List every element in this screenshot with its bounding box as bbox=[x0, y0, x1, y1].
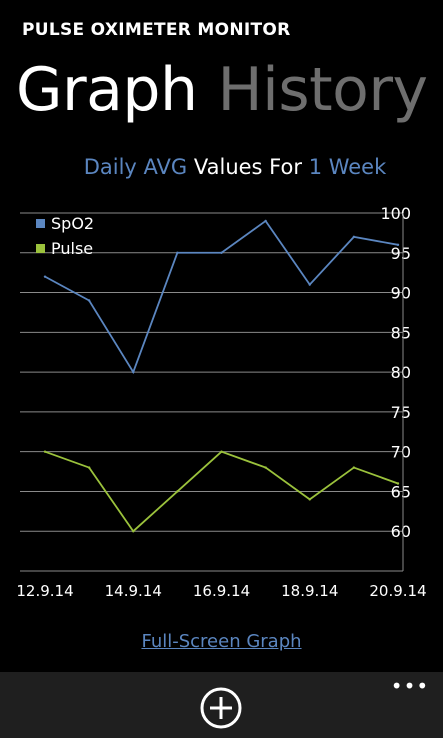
data-point-spo2 bbox=[87, 299, 91, 302]
more-options-button[interactable]: ••• bbox=[390, 674, 430, 698]
data-point-spo2 bbox=[352, 235, 356, 239]
data-point-pulse bbox=[87, 466, 91, 469]
x-tick-label: 18.9.14 bbox=[281, 582, 338, 600]
data-point-pulse bbox=[176, 490, 179, 493]
data-point-spo2 bbox=[308, 283, 311, 286]
data-point-spo2 bbox=[176, 251, 179, 254]
y-tick-label: 95 bbox=[391, 244, 411, 263]
legend-label-spo2: SpO2 bbox=[51, 214, 94, 233]
add-circle-icon bbox=[200, 687, 242, 729]
data-point-pulse bbox=[396, 482, 400, 485]
pivot-header: Graph History bbox=[16, 52, 443, 128]
full-screen-graph-link[interactable]: Full-Screen Graph bbox=[141, 631, 302, 652]
pivot-item-graph[interactable]: Graph bbox=[16, 55, 198, 125]
y-tick-label: 65 bbox=[391, 482, 411, 501]
y-tick-label: 70 bbox=[391, 443, 411, 462]
add-button[interactable] bbox=[199, 686, 243, 730]
legend-swatch-spo2 bbox=[36, 219, 45, 228]
x-tick-label: 12.9.14 bbox=[16, 582, 73, 600]
data-point-spo2 bbox=[396, 243, 400, 247]
subtitle-daily-avg: Daily AVG bbox=[83, 155, 188, 179]
series-line-spo2 bbox=[44, 219, 399, 375]
legend-swatch-pulse bbox=[36, 244, 45, 253]
app-bar: ••• bbox=[0, 672, 443, 738]
chart-subtitle: Daily AVG Values For 1 Week bbox=[0, 155, 443, 179]
data-point-pulse bbox=[220, 450, 223, 453]
app-title: PULSE OXIMETER MONITOR bbox=[22, 20, 291, 40]
data-point-pulse bbox=[308, 498, 311, 501]
data-point-spo2 bbox=[220, 251, 223, 254]
data-point-spo2 bbox=[43, 275, 47, 278]
y-tick-label: 90 bbox=[391, 284, 411, 303]
y-tick-label: 85 bbox=[391, 323, 411, 342]
subtitle-values-for: Values For bbox=[193, 155, 302, 179]
data-point-pulse bbox=[352, 466, 356, 469]
x-tick-label: 14.9.14 bbox=[105, 582, 162, 600]
y-tick-label: 80 bbox=[391, 363, 411, 382]
subtitle-period[interactable]: 1 Week bbox=[308, 155, 387, 179]
pivot-item-history[interactable]: History bbox=[217, 55, 428, 125]
y-tick-label: 60 bbox=[391, 522, 411, 541]
data-point-spo2 bbox=[132, 370, 135, 374]
y-tick-label: 75 bbox=[391, 403, 411, 422]
x-tick-label: 20.9.14 bbox=[369, 582, 426, 600]
data-point-spo2 bbox=[264, 219, 267, 223]
data-point-pulse bbox=[264, 466, 267, 469]
y-tick-label: 100 bbox=[380, 204, 411, 223]
x-tick-label: 16.9.14 bbox=[193, 582, 250, 600]
data-point-pulse bbox=[43, 450, 47, 453]
line-chart: 60 65 70 75 80 85 90 95 100 12.9.14 14.9.14 16.9.14… bbox=[16, 204, 426, 600]
data-point-pulse bbox=[132, 530, 135, 533]
legend-label-pulse: Pulse bbox=[51, 239, 93, 258]
